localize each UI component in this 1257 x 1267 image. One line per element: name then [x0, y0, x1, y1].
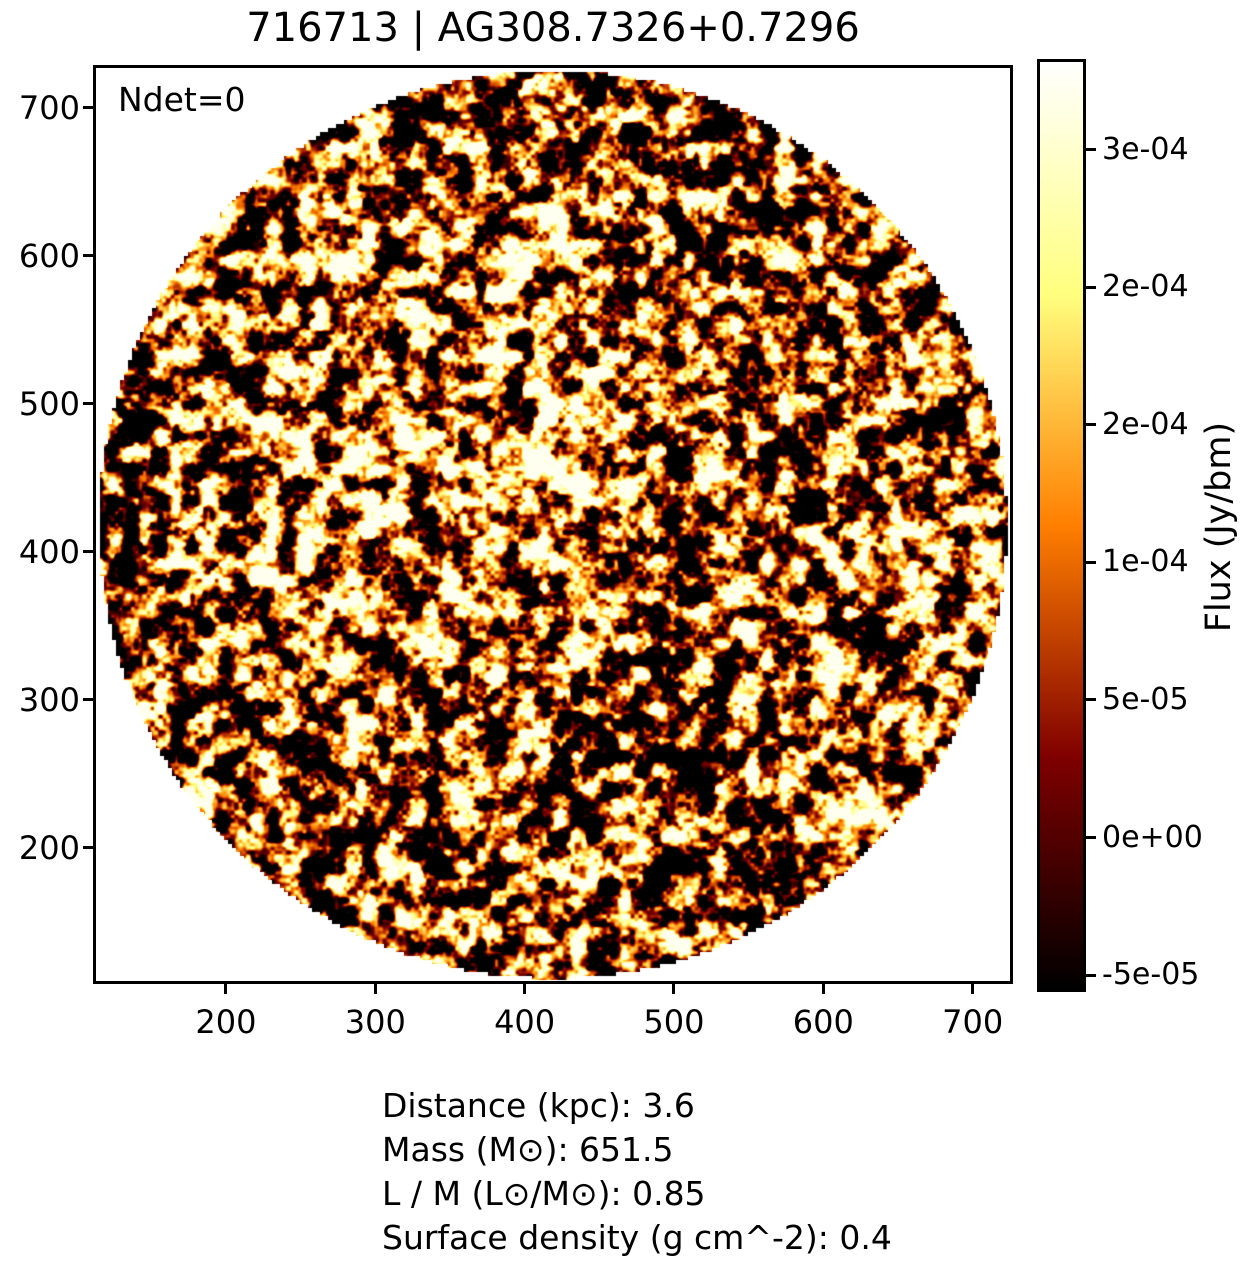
x-tick-mark [821, 984, 825, 994]
x-tick-mark [971, 984, 975, 994]
colorbar-tick-label: 1e-04 [1102, 544, 1189, 580]
caption-line-distance: Distance (kpc): 3.6 [382, 1086, 695, 1125]
colorbar-tick-label: 2e-04 [1102, 406, 1189, 442]
colorbar-tick-mark [1086, 698, 1096, 702]
y-tick-mark [83, 106, 93, 110]
y-tick-label: 400 [18, 532, 80, 571]
x-tick-label: 700 [942, 1003, 1004, 1041]
colorbar [1037, 59, 1086, 992]
noise-image [96, 68, 1010, 981]
y-tick-mark [83, 846, 93, 850]
colorbar-tick-mark [1086, 560, 1096, 564]
caption-line-l-over-m: L / M (L⊙/M⊙): 0.85 [382, 1174, 706, 1213]
y-tick-mark [83, 550, 93, 554]
x-tick-label: 500 [643, 1003, 705, 1041]
x-tick-mark [373, 984, 377, 994]
colorbar-tick-label: -5e-05 [1102, 957, 1200, 993]
colorbar-tick-label: 2e-04 [1102, 269, 1189, 305]
x-tick-label: 300 [344, 1003, 406, 1041]
y-tick-label: 600 [18, 236, 80, 275]
colorbar-tick-mark [1086, 148, 1096, 151]
plot-title: 716713 | AG308.7326+0.7296 [246, 5, 860, 51]
colorbar-tick-mark [1086, 836, 1096, 840]
colorbar-tick-mark [1086, 973, 1096, 977]
colorbar-tick-label: 5e-05 [1102, 681, 1189, 717]
x-tick-label: 200 [195, 1003, 257, 1041]
ndet-annotation: Ndet=0 [118, 80, 246, 119]
colorbar-tick-label: 0e+00 [1102, 819, 1203, 855]
y-tick-mark [83, 402, 93, 406]
caption-line-surface-density: Surface density (g cm^-2): 0.4 [382, 1218, 892, 1257]
x-tick-label: 400 [494, 1003, 556, 1041]
x-tick-mark [523, 984, 527, 994]
y-tick-label: 700 [18, 88, 80, 127]
caption-line-mass: Mass (M⊙): 651.5 [382, 1130, 674, 1169]
caption-block: Distance (kpc): 3.6 Mass (M⊙): 651.5 L /… [382, 1084, 892, 1260]
y-tick-label: 200 [18, 828, 80, 867]
y-tick-mark [83, 698, 93, 702]
x-tick-mark [224, 984, 228, 994]
colorbar-tick-label: 3e-04 [1102, 131, 1189, 167]
x-tick-mark [672, 984, 676, 994]
colorbar-tick-mark [1086, 423, 1096, 427]
colorbar-tick-mark [1086, 285, 1096, 289]
y-tick-mark [83, 254, 93, 258]
y-tick-label: 300 [18, 680, 80, 719]
y-tick-label: 500 [18, 384, 80, 423]
x-tick-label: 600 [792, 1003, 854, 1041]
